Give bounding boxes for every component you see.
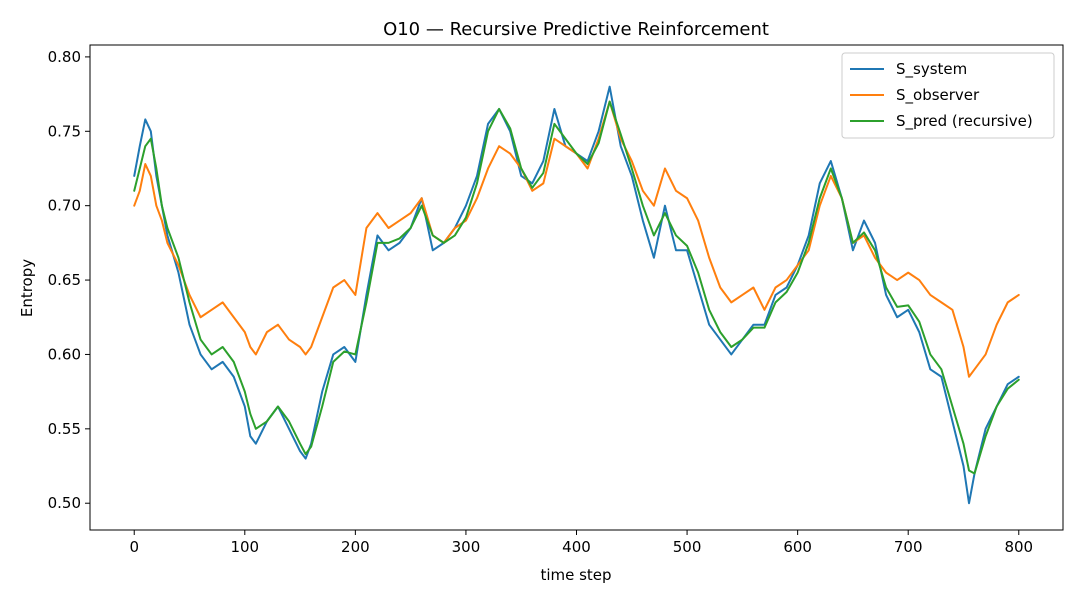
- legend-label-2: S_observer: [896, 86, 980, 105]
- series-layer: [133, 85, 1020, 505]
- x-axis-label: time step: [540, 566, 611, 584]
- x-tick-label: 700: [894, 538, 923, 556]
- y-axis-ticks: 0.50 0.55 0.60 0.65 0.70 0.75 0.80: [48, 48, 90, 512]
- y-tick-label: 0.65: [48, 271, 81, 289]
- y-tick-label: 0.75: [48, 122, 81, 140]
- legend-box: [841, 52, 1055, 139]
- x-tick-label: 800: [1004, 538, 1033, 556]
- legend-label-1: S_system: [896, 60, 967, 79]
- series-line-1: [133, 85, 1020, 505]
- y-tick-label: 0.70: [48, 197, 81, 215]
- series-line-2: [133, 100, 1020, 378]
- x-tick-label: 600: [783, 538, 812, 556]
- y-axis-label: Entropy: [18, 259, 36, 317]
- legend-label-3: S_pred (recursive): [896, 112, 1033, 131]
- x-tick-label: 100: [230, 538, 259, 556]
- x-tick-label: 0: [129, 538, 139, 556]
- legend: S_system S_observer S_pred (recursive): [841, 52, 1055, 139]
- x-tick-label: 400: [562, 538, 591, 556]
- chart-title: O10 — Recursive Predictive Reinforcement: [383, 19, 769, 40]
- x-tick-label: 300: [452, 538, 481, 556]
- y-tick-label: 0.60: [48, 345, 81, 363]
- series-line-3: [133, 100, 1020, 475]
- y-tick-label: 0.50: [48, 494, 81, 512]
- y-tick-label: 0.55: [48, 420, 81, 438]
- x-tick-label: 200: [341, 538, 370, 556]
- x-tick-label: 500: [673, 538, 702, 556]
- y-tick-label: 0.80: [48, 48, 81, 66]
- x-axis-ticks: 0 100 200 300 400 500 600 700 800: [129, 530, 1033, 556]
